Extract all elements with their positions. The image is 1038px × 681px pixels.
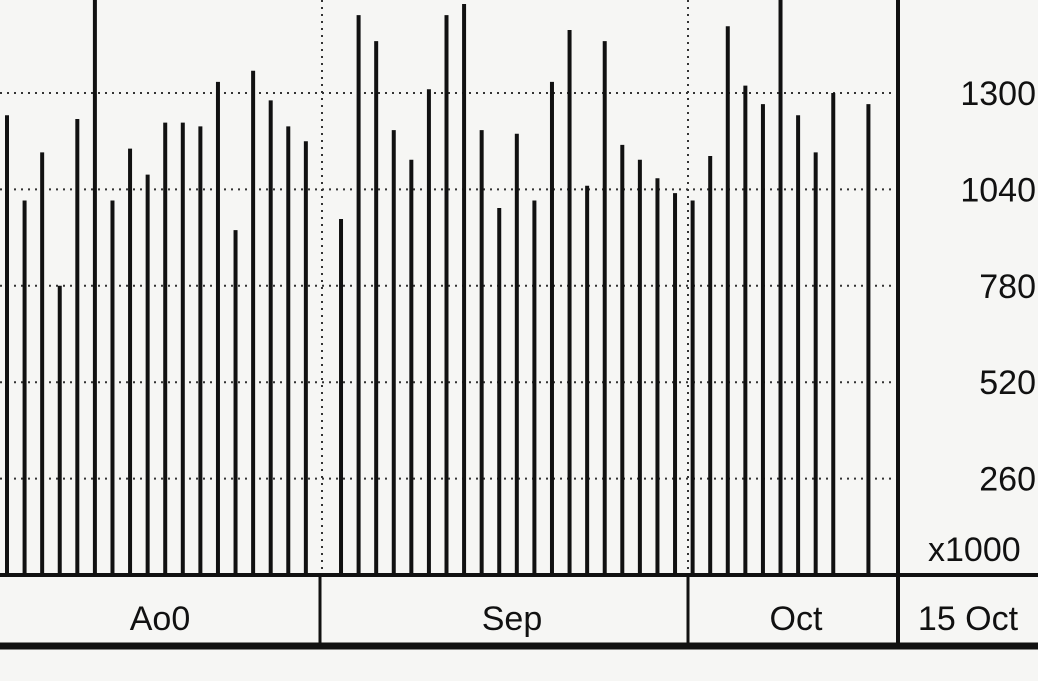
y-tick-label-3: 520 (979, 364, 1036, 402)
y-tick-label-1: 1040 (960, 171, 1036, 209)
month-label-0: Ao0 (130, 600, 191, 638)
month-axis: Ao0 Sep Oct 15 Oct (130, 575, 1019, 646)
y-tick-label-2: 780 (979, 268, 1036, 306)
y-axis-ticks: 1300 1040 780 520 260 (960, 75, 1036, 499)
month-label-3: 15 Oct (918, 600, 1019, 638)
y-unit-label: x1000 (928, 531, 1021, 569)
month-label-2: Oct (770, 600, 823, 638)
y-tick-label-0: 1300 (960, 75, 1036, 113)
bars (5, 0, 871, 575)
month-label-1: Sep (482, 600, 543, 638)
grid (0, 0, 898, 575)
y-tick-label-4: 260 (979, 461, 1036, 499)
